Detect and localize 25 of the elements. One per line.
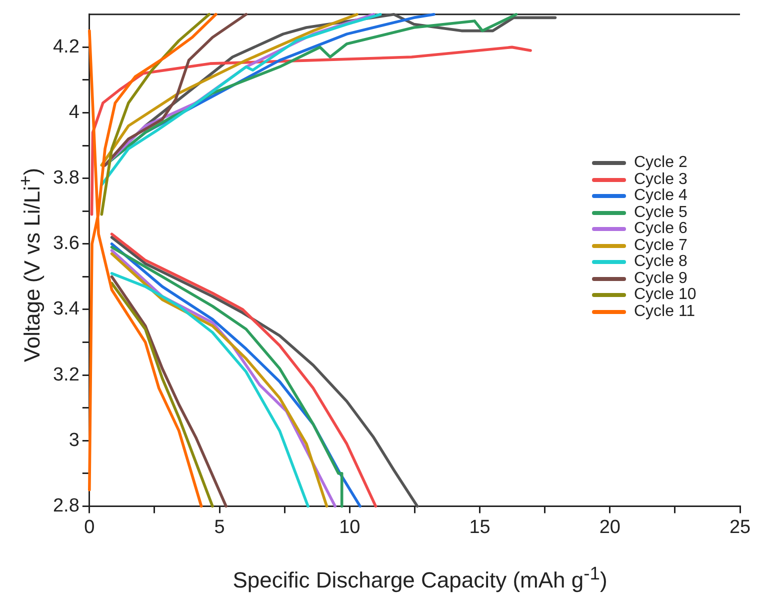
legend-label: Cycle 6 xyxy=(634,220,688,238)
legend-label: Cycle 11 xyxy=(634,302,696,321)
x-tick-label: 10 xyxy=(339,516,360,538)
y-tick-label: 3.6 xyxy=(52,233,80,254)
legend-label: Cycle 10 xyxy=(634,286,696,304)
x-axis-title: Specific Discharge Capacity (mAh g$^{-1}$) xyxy=(232,562,608,594)
legend-label: Cycle 4 xyxy=(634,187,688,205)
legend-label: Cycle 7 xyxy=(634,236,688,254)
y-tick-label: 4 xyxy=(68,102,80,123)
y-tick-label: 3.2 xyxy=(52,364,80,386)
x-tick-label: 20 xyxy=(599,516,620,538)
x-tick-label: 5 xyxy=(214,516,225,538)
legend-label: Cycle 3 xyxy=(634,170,688,188)
x-tick-label: 15 xyxy=(469,516,490,538)
legend-label: Cycle 9 xyxy=(634,270,688,288)
y-tick-label: 3 xyxy=(68,430,80,451)
y-tick-label: 2.8 xyxy=(52,495,80,516)
y-tick-label: 4.2 xyxy=(52,36,80,58)
legend-label: Cycle 8 xyxy=(634,253,688,271)
legend-label: Cycle 2 xyxy=(634,154,688,172)
x-tick-label: 25 xyxy=(729,516,751,538)
y-tick-label: 3.4 xyxy=(52,298,80,320)
x-tick-label: 0 xyxy=(84,516,95,538)
legend-label: Cycle 5 xyxy=(634,204,688,222)
y-tick-label: 3.8 xyxy=(52,168,80,189)
